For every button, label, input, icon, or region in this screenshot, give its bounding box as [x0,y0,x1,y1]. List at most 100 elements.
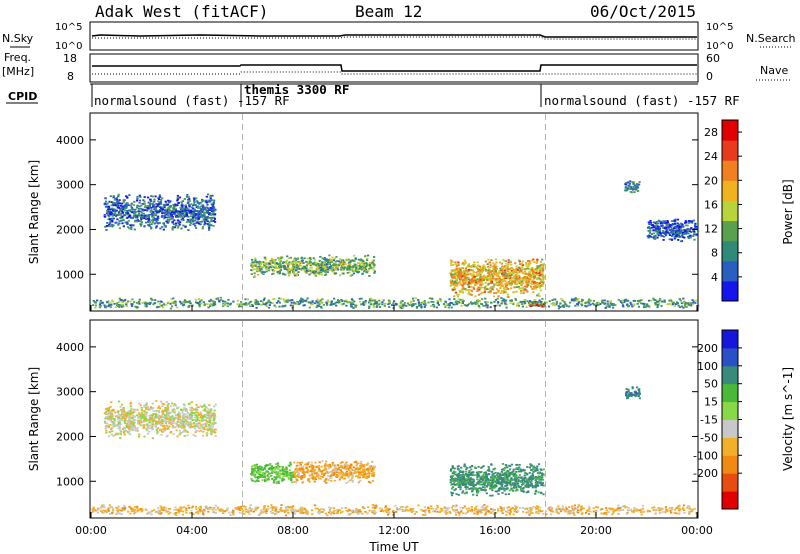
echo-cell [162,222,165,225]
echo-cell [129,403,132,405]
echo-cell [275,482,278,485]
echo-cell [505,262,508,265]
echo-cell [439,298,442,301]
echo-cell [356,269,359,272]
echo-cell [159,227,162,230]
echo-cell [511,279,514,282]
echo-cell [212,220,215,222]
echo-cell [163,224,166,227]
echo-cell [322,270,325,273]
echo-cell [267,267,270,270]
echo-cell [172,433,175,436]
echo-cell [291,481,294,484]
echo-cell [528,268,531,271]
echo-cell [121,205,125,208]
echo-cell [186,209,189,212]
echo-cell [120,417,123,420]
echo-cell [271,261,275,264]
echo-cell [657,227,660,230]
echo-cell [520,284,523,286]
echo-cell [182,219,185,222]
echo-cell [195,214,198,217]
echo-cell [289,474,292,477]
echo-cell [194,204,197,206]
echo-cell [155,414,158,417]
echo-cell [691,299,694,301]
echo-cell [301,298,304,301]
echo-cell [283,473,286,475]
echo-cell [108,424,111,427]
echo-cell [681,233,684,236]
echo-cell [133,211,136,213]
echo-cell [251,266,254,268]
echo-cell [539,303,543,306]
echo-cell [670,220,674,222]
echo-cell [310,266,313,269]
echo-cell [458,267,461,270]
echo-cell [193,427,197,430]
echo-cell [247,298,250,301]
echo-cell [242,303,246,305]
freq-panel [89,53,699,83]
echo-cell [209,298,213,301]
echo-cell [352,272,355,275]
echo-cell [327,259,330,261]
echo-cell [111,412,114,415]
echo-cell [318,303,321,305]
echo-cell [116,414,119,417]
echo-cell [205,434,208,437]
echo-cell [200,208,203,210]
echo-cell [99,300,102,302]
echo-cell [185,301,188,303]
echo-cell [188,402,191,405]
echo-cell [213,218,216,220]
echo-cell [161,402,164,405]
echo-cell [330,300,333,303]
echo-cell [143,415,146,418]
echo-cell [525,281,528,284]
echo-cell [254,268,257,271]
echo-cell [198,202,201,205]
echo-cell [197,298,200,300]
echo-cell [126,223,129,225]
echo-cell [183,407,186,409]
echo-cell [653,235,656,237]
echo-cell [491,277,494,279]
echo-cell [118,301,121,303]
freq-label-line2: [MHz] [2,65,34,78]
echo-cell [653,298,656,301]
echo-cell [625,300,628,302]
echo-cell [182,211,185,214]
echo-cell [159,420,162,423]
echo-cell [106,208,110,211]
echo-cell [672,303,675,305]
echo-cell [110,418,113,421]
echo-cell [153,222,156,225]
echo-cell [194,298,197,301]
echo-cell [477,268,480,271]
echo-cell [454,271,457,274]
echo-cell [158,302,161,305]
echo-cell [213,428,216,431]
echo-cell [206,420,209,423]
echo-cell [267,299,270,302]
echo-cell [673,237,676,240]
echo-cell [314,274,317,277]
echo-cell [485,285,488,288]
echo-cell [208,227,211,229]
echo-cell [122,225,125,228]
echo-cell [677,227,680,230]
echo-cell [123,199,126,202]
echo-cell [410,300,413,303]
echo-cell [125,423,129,425]
echo-cell [160,304,163,307]
echo-cell [220,299,223,301]
echo-cell [487,258,490,261]
echo-cell [451,280,454,283]
echo-cell [478,286,481,289]
echo-cell [282,469,285,471]
echo-cell [520,280,523,283]
echo-cell [453,272,456,275]
echo-cell [183,209,186,212]
echo-cell [136,214,139,217]
